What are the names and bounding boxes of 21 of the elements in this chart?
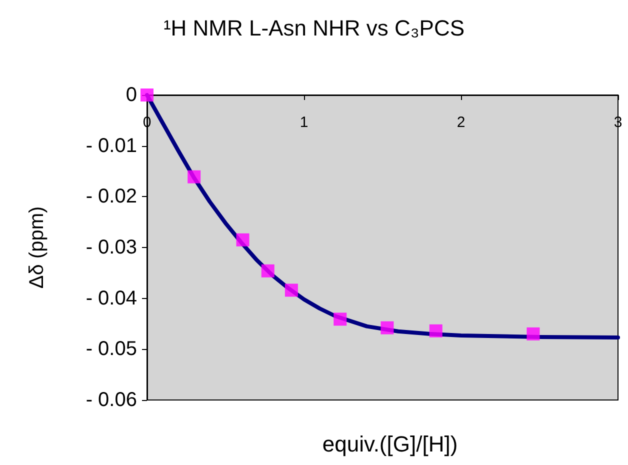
point <box>284 284 298 297</box>
point <box>380 321 394 334</box>
point <box>526 327 540 340</box>
y-tick-label: - 0.04 <box>86 287 137 310</box>
y-tick-label: - 0.06 <box>86 389 137 411</box>
y-tick-label: - 0.01 <box>86 134 137 157</box>
point <box>429 324 442 338</box>
y-axis-title: Δδ (ppm) <box>26 206 48 289</box>
point <box>236 233 250 246</box>
x-tick-label: 1 <box>300 114 308 131</box>
point <box>140 88 154 102</box>
x-axis-title: equiv.([G]/[H]) <box>322 432 458 456</box>
y-tick-label: 0 <box>126 84 137 106</box>
y-tick-label: - 0.05 <box>86 338 137 360</box>
point <box>261 264 274 278</box>
point <box>188 170 201 184</box>
chart-title: ¹H NMR L-Asn NHR vs C₃PCS <box>163 16 465 40</box>
y-tick-label: - 0.02 <box>86 186 137 208</box>
y-tick-label: - 0.03 <box>86 236 137 258</box>
point <box>334 312 347 326</box>
x-tick-label: 2 <box>456 114 466 131</box>
